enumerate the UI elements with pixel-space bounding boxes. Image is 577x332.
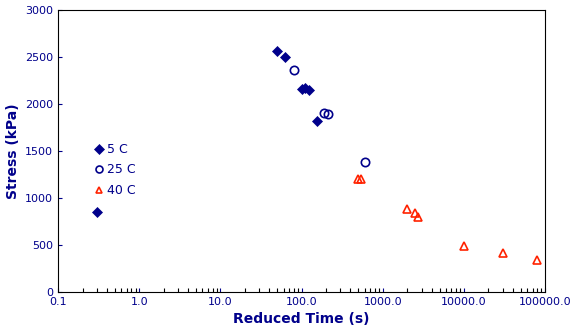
Line: 5 C: 5 C <box>93 47 321 215</box>
40 C <box>499 251 506 255</box>
Legend: 5 C, 25 C, 40 C: 5 C, 25 C, 40 C <box>93 143 136 197</box>
X-axis label: Reduced Time (s): Reduced Time (s) <box>233 312 370 326</box>
40 C <box>411 211 418 215</box>
25 C <box>290 68 297 72</box>
5 C <box>282 55 288 59</box>
5 C <box>298 87 305 91</box>
Line: 40 C: 40 C <box>354 175 541 264</box>
5 C <box>302 86 309 90</box>
25 C <box>324 112 331 116</box>
5 C <box>93 210 100 214</box>
40 C <box>534 258 541 262</box>
40 C <box>355 177 362 181</box>
Y-axis label: Stress (kPa): Stress (kPa) <box>6 103 20 199</box>
40 C <box>414 215 421 219</box>
5 C <box>306 88 313 92</box>
40 C <box>358 177 365 181</box>
Line: 25 C: 25 C <box>290 66 369 166</box>
40 C <box>404 207 411 211</box>
25 C <box>361 160 368 164</box>
5 C <box>273 49 280 53</box>
25 C <box>321 111 328 115</box>
40 C <box>460 244 467 248</box>
5 C <box>314 119 321 123</box>
